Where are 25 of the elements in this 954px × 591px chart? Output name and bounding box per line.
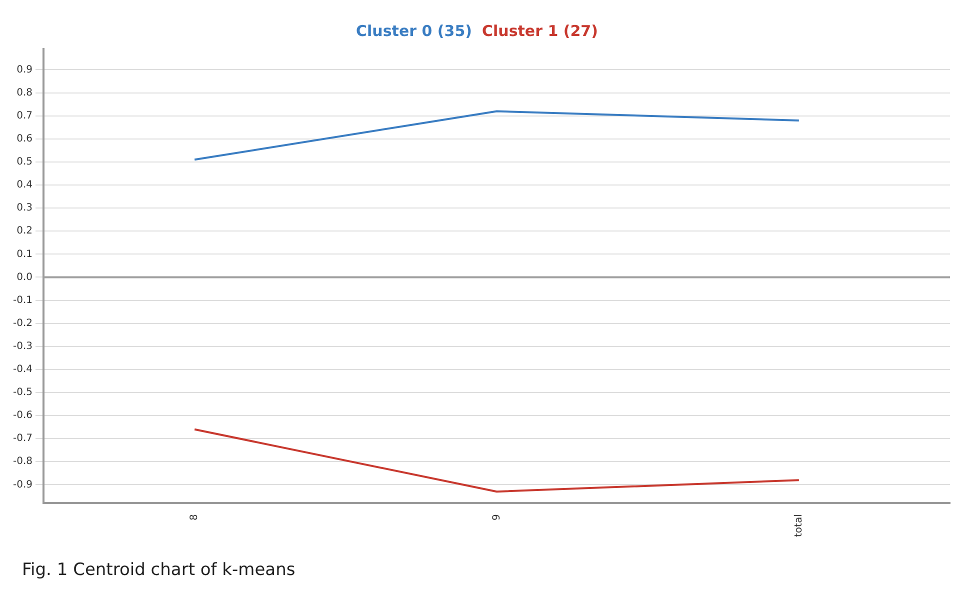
y-tick-label: 0.8 [16, 87, 33, 98]
text: Cluster 1 (27) [482, 22, 598, 40]
y-tick-label: 0.1 [16, 248, 33, 260]
y-tick-label: -0.6 [12, 410, 33, 422]
y-tick-label: -0.2 [12, 318, 33, 329]
y-tick-label: 0.0 [16, 272, 33, 283]
x-tick-label: 9 [491, 514, 502, 521]
x-tick-label: 8 [189, 514, 200, 521]
y-tick-label: 0.4 [16, 180, 33, 191]
y-tick-label: -0.4 [12, 364, 33, 376]
y-tick-label: 0.7 [16, 110, 33, 122]
y-tick-label: 0.3 [16, 202, 33, 214]
text: Cluster 0 (35) [356, 22, 472, 40]
y-tick-label: -0.3 [12, 340, 33, 352]
y-tick-label: -0.7 [12, 433, 33, 444]
y-tick-label: -0.1 [12, 294, 33, 306]
y-tick-label: -0.9 [12, 479, 33, 490]
y-tick-label: 0.2 [16, 226, 33, 237]
y-tick-label: 0.6 [16, 134, 33, 144]
caption: Fig. 1 Centroid chart of k-means [22, 560, 296, 580]
y-tick-label: 0.9 [16, 64, 33, 76]
y-tick-label: -0.8 [12, 456, 33, 468]
y-tick-label: 0.5 [16, 156, 33, 168]
x-tick-label: total [794, 514, 805, 538]
y-tick-label: -0.5 [12, 387, 33, 398]
